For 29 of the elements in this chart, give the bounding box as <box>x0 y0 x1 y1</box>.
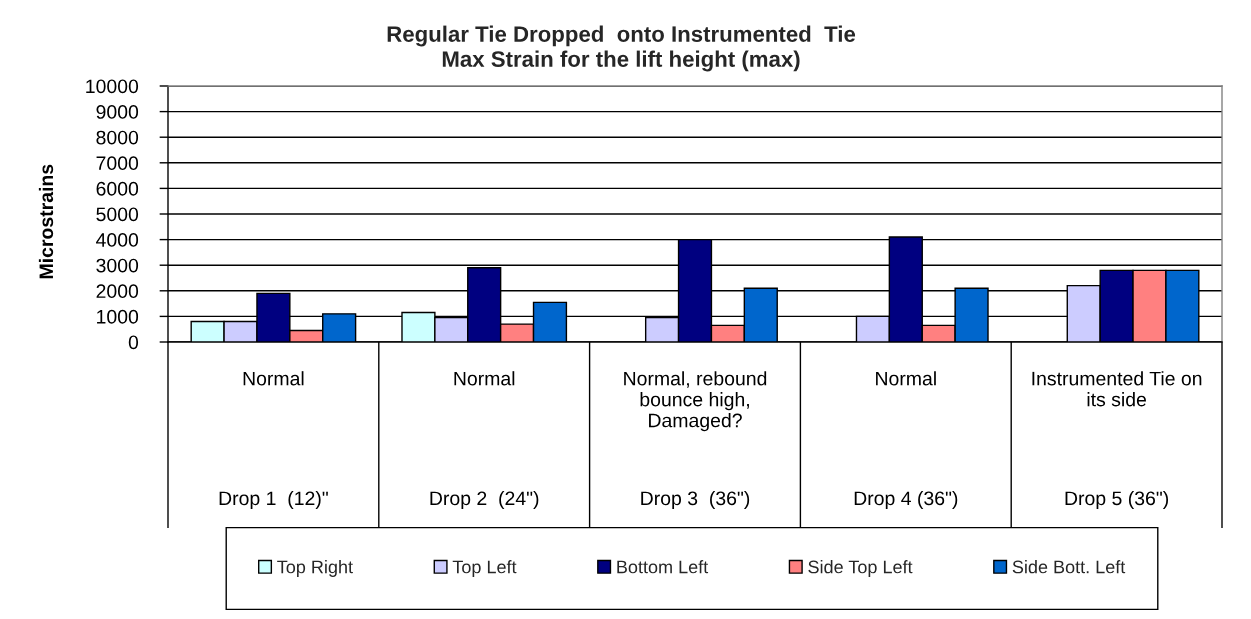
text: Drop 4 (36") <box>854 490 958 510</box>
legend-label: Top Right <box>277 560 353 577</box>
y-tick-label: 7000 <box>96 156 139 171</box>
text: Drop 1 (12)" <box>219 490 328 510</box>
x-tick-label: Normal <box>243 371 304 386</box>
y-tick-label: 10000 <box>86 79 139 94</box>
text: Drop 2 (24") <box>430 490 539 510</box>
chart-title: Regular Tie Dropped onto Instrumented Tie <box>387 25 856 47</box>
legend-label: Bottom Left <box>617 560 709 574</box>
y-axis-title: Microstrains <box>38 164 54 279</box>
text: Drop 5 (36") <box>1065 490 1169 510</box>
y-tick-label: 3000 <box>96 258 139 273</box>
x-tick-label: Normal <box>876 371 936 386</box>
x-tick-label: Instrumented Tie on its side <box>1032 371 1202 407</box>
chart-subtitle: Max Strain for the lift height (max) <box>442 50 800 72</box>
y-tick-label: 9000 <box>96 105 139 119</box>
text: Drop 3 (36") <box>641 490 750 510</box>
y-tick-label: 2000 <box>96 284 139 299</box>
y-tick-label: 1000 <box>97 309 139 324</box>
y-tick-label: 5000 <box>96 207 139 222</box>
y-tick-label: 4000 <box>96 233 139 247</box>
y-tick-label: 6000 <box>96 181 139 196</box>
y-tick-label: 8000 <box>96 130 139 145</box>
y-tick-label: 0 <box>128 335 139 350</box>
legend-label: Side Bott. Left <box>1012 560 1126 574</box>
legend-label: Side Top Left <box>808 560 913 577</box>
legend-label: Top Left <box>452 560 517 577</box>
x-tick-label: Normal <box>454 371 515 386</box>
x-tick-label: Normal, rebound bounce high, Damaged? <box>624 371 767 432</box>
